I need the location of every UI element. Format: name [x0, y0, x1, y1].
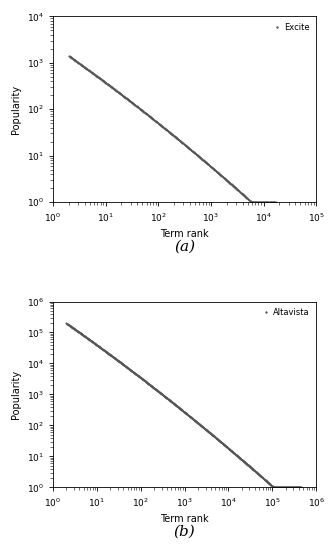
- Altavista: [271, 484, 276, 490]
- X-axis label: Term rank: Term rank: [160, 514, 209, 525]
- Altavista: [64, 320, 68, 327]
- Excite: [222, 175, 226, 182]
- Y-axis label: Popularity: Popularity: [11, 370, 21, 419]
- X-axis label: Term rank: Term rank: [160, 229, 209, 239]
- Excite: [103, 79, 108, 86]
- Line: Altavista: Altavista: [65, 322, 302, 488]
- Excite: [189, 147, 193, 153]
- Text: (a): (a): [174, 239, 195, 253]
- Excite: [274, 199, 278, 206]
- Altavista: [267, 480, 271, 487]
- Excite: [250, 199, 254, 206]
- Excite: [67, 53, 71, 60]
- Altavista: [232, 449, 236, 456]
- Altavista: [241, 457, 245, 464]
- Excite: [160, 123, 164, 130]
- Legend: Excite: Excite: [270, 20, 312, 35]
- Text: (b): (b): [174, 525, 196, 538]
- Altavista: [299, 484, 303, 490]
- Legend: Altavista: Altavista: [260, 306, 312, 320]
- Altavista: [90, 338, 94, 345]
- Altavista: [125, 364, 129, 371]
- Excite: [120, 91, 124, 98]
- Line: Excite: Excite: [68, 55, 277, 203]
- Y-axis label: Popularity: Popularity: [11, 85, 21, 134]
- Altavista: [165, 395, 169, 401]
- Excite: [205, 160, 209, 166]
